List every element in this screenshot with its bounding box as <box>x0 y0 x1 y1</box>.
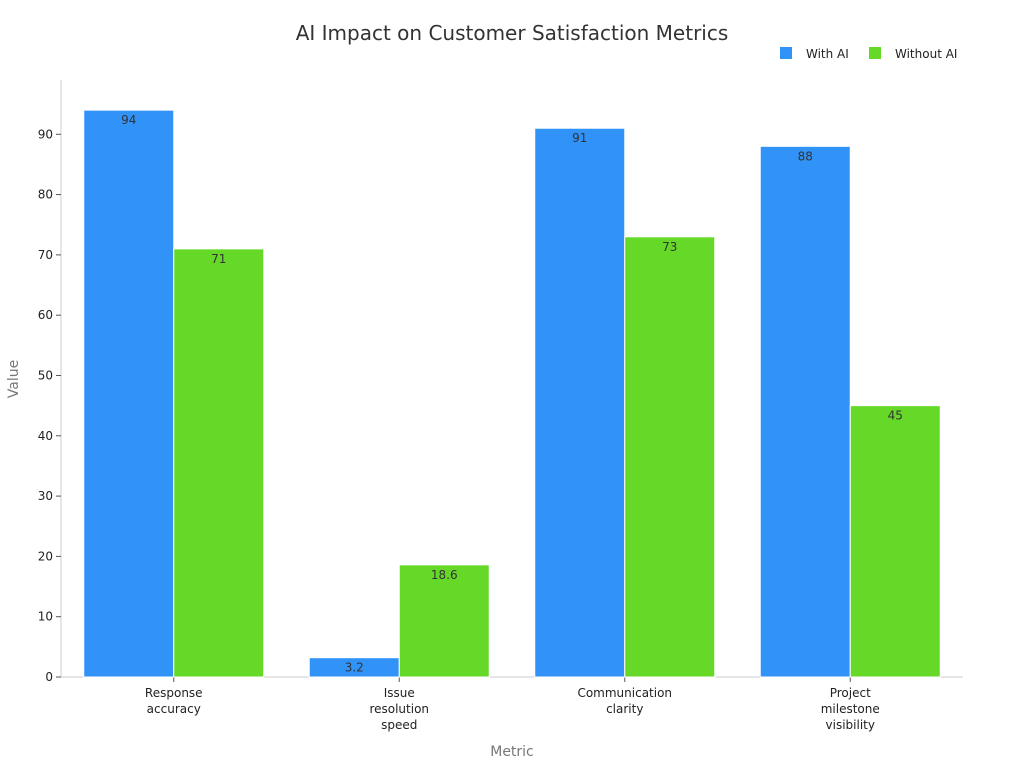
y-tick-label: 80 <box>38 188 53 202</box>
x-tick-label-line: Project <box>830 686 871 700</box>
bar <box>398 564 490 678</box>
x-tick-label-line: visibility <box>826 718 875 732</box>
data-label: 91 <box>572 131 587 145</box>
data-label: 18.6 <box>431 568 458 582</box>
bar <box>83 109 175 678</box>
x-tick-label: Project milestone visibility <box>821 686 880 732</box>
bar <box>759 145 851 678</box>
data-label: 73 <box>662 240 677 254</box>
x-tick-label-line: speed <box>381 718 417 732</box>
bar <box>624 236 716 678</box>
legend: With AI Without AI <box>780 47 957 61</box>
y-tick-label: 30 <box>38 489 53 503</box>
bar <box>534 127 626 678</box>
bar <box>849 405 941 678</box>
x-axis-title: Metric <box>490 744 534 760</box>
x-tick-label-line: accuracy <box>147 702 201 716</box>
x-tick-label-line: Communication <box>577 686 672 700</box>
chart-title: AI Impact on Customer Satisfaction Metri… <box>296 21 729 45</box>
x-axis: Response accuracy Issue resolution speed Comm… <box>61 676 963 732</box>
data-label: 45 <box>888 409 903 423</box>
legend-label: With AI <box>806 47 849 61</box>
x-tick-label: Issue resolution speed <box>369 686 429 732</box>
x-tick-label: Communication clarity <box>577 686 672 716</box>
data-label: 88 <box>798 149 813 163</box>
y-axis: 0 10 20 30 40 50 60 70 80 90 <box>38 80 62 684</box>
x-tick-label-line: clarity <box>606 702 643 716</box>
y-tick-label: 50 <box>38 368 53 382</box>
data-label: 3.2 <box>345 661 364 675</box>
legend-label: Without AI <box>895 47 957 61</box>
y-tick-label: 70 <box>38 248 53 262</box>
x-tick-label-line: Response <box>145 686 203 700</box>
data-label: 71 <box>211 252 226 266</box>
bar <box>173 248 265 678</box>
legend-swatch <box>780 47 792 59</box>
x-tick-label-line: resolution <box>369 702 429 716</box>
legend-swatch <box>869 47 881 59</box>
y-tick-label: 10 <box>38 610 53 624</box>
y-tick-label: 20 <box>38 549 53 563</box>
y-tick-label: 60 <box>38 308 53 322</box>
bars: 94 71 3.2 18.6 91 73 88 45 <box>83 109 941 678</box>
y-tick-label: 40 <box>38 429 53 443</box>
data-label: 94 <box>121 113 136 127</box>
x-tick-label: Response accuracy <box>145 686 203 716</box>
y-tick-label: 90 <box>38 127 53 141</box>
y-tick-label: 0 <box>45 670 53 684</box>
y-axis-title: Value <box>6 360 22 398</box>
x-tick-label-line: milestone <box>821 702 880 716</box>
x-tick-label-line: Issue <box>384 686 415 700</box>
